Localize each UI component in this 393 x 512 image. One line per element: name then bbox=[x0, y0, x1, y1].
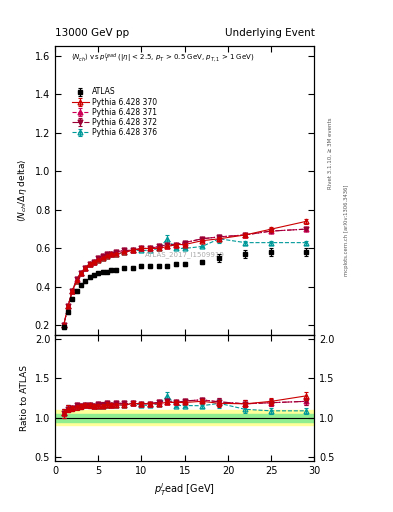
Bar bbox=[55, 410, 314, 425]
Text: $\langle N_{ch}\rangle$ vs $p_T^{lead}$ ($|\eta|$ < 2.5, $p_T$ > 0.5 GeV, $p_{T,: $\langle N_{ch}\rangle$ vs $p_T^{lead}$ … bbox=[71, 52, 254, 65]
X-axis label: $p_T^l\mathrm{ead}$ [GeV]: $p_T^l\mathrm{ead}$ [GeV] bbox=[154, 481, 215, 498]
Y-axis label: Ratio to ATLAS: Ratio to ATLAS bbox=[20, 365, 29, 431]
Text: mcplots.cern.ch [arXiv:1306.3436]: mcplots.cern.ch [arXiv:1306.3436] bbox=[344, 185, 349, 276]
Y-axis label: $\langle N_{ch}/\Delta\eta\ \mathrm{delta}\rangle$: $\langle N_{ch}/\Delta\eta\ \mathrm{delt… bbox=[16, 159, 29, 222]
Text: 13000 GeV pp: 13000 GeV pp bbox=[55, 28, 129, 38]
Text: Underlying Event: Underlying Event bbox=[224, 28, 314, 38]
Bar bbox=[55, 414, 314, 421]
Text: ATLAS_2017_I1509919: ATLAS_2017_I1509919 bbox=[145, 251, 225, 258]
Text: Rivet 3.1.10, ≥ 3M events: Rivet 3.1.10, ≥ 3M events bbox=[328, 118, 333, 189]
Legend: ATLAS, Pythia 6.428 370, Pythia 6.428 371, Pythia 6.428 372, Pythia 6.428 376: ATLAS, Pythia 6.428 370, Pythia 6.428 37… bbox=[72, 88, 157, 137]
